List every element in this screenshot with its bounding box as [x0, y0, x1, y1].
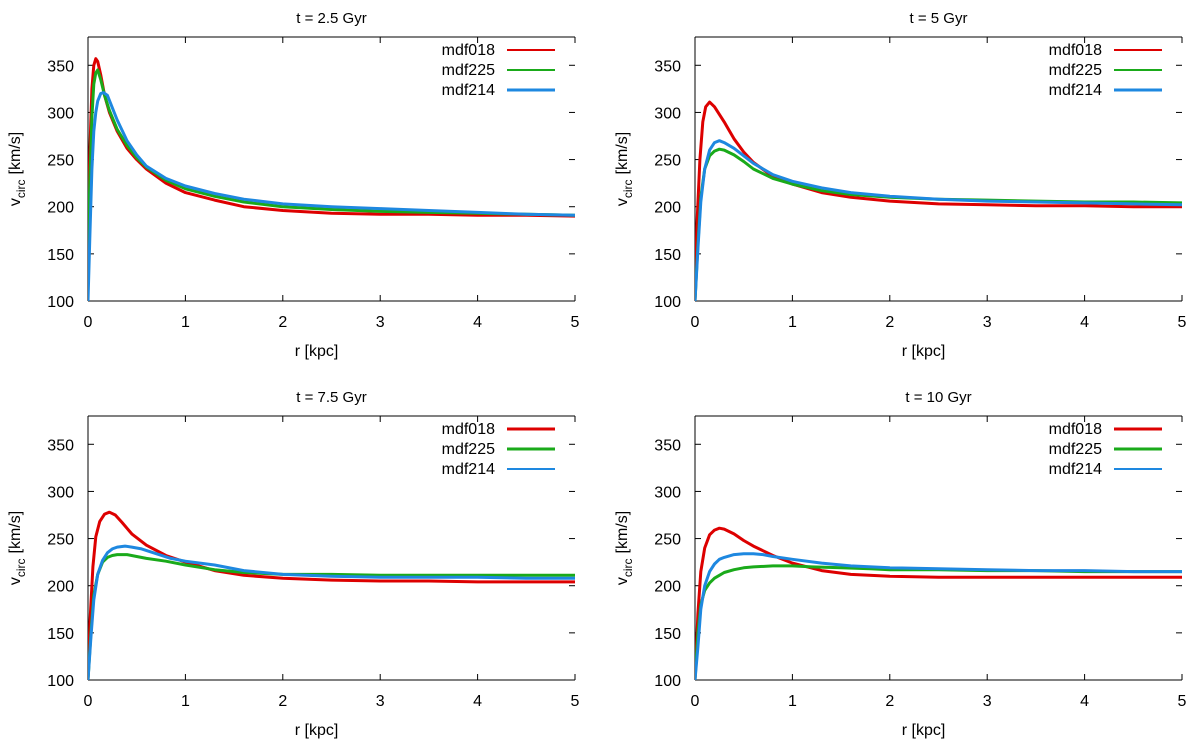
y-tick-label: 200 [654, 579, 681, 596]
y-axis-label-unit: [km/s] [7, 511, 24, 554]
legend-label-mdf018: mdf018 [442, 421, 495, 438]
x-tick-label: 5 [1178, 314, 1187, 331]
legend-label-mdf018: mdf018 [1049, 421, 1102, 438]
legend-label-mdf225: mdf225 [1049, 441, 1102, 458]
x-tick-label: 2 [885, 693, 894, 710]
y-axis-label-main: v [614, 198, 631, 206]
x-tick-label: 1 [788, 314, 797, 331]
x-tick-label: 5 [571, 314, 580, 331]
y-tick-label: 150 [47, 626, 74, 643]
y-tick-label: 100 [47, 294, 74, 311]
series-line-mdf018 [88, 57, 575, 231]
x-tick-label: 4 [473, 314, 482, 331]
legend-label-mdf018: mdf018 [1049, 42, 1102, 59]
legend-label-mdf225: mdf225 [442, 441, 495, 458]
y-tick-label: 200 [47, 579, 74, 596]
y-tick-label: 250 [654, 532, 681, 549]
y-axis-label: vcirc [km/s] [614, 132, 635, 206]
y-axis-label-main: v [7, 577, 24, 585]
series-line-mdf225 [88, 68, 575, 254]
chart-title: t = 2.5 Gyr [296, 10, 366, 27]
legend-label-mdf214: mdf214 [442, 82, 495, 99]
x-tick-label: 3 [376, 314, 385, 331]
y-axis-label-sub: circ [621, 180, 635, 199]
x-tick-label: 3 [983, 314, 992, 331]
x-tick-label: 3 [376, 693, 385, 710]
legend-label-mdf214: mdf214 [442, 461, 495, 478]
x-tick-label: 0 [691, 314, 700, 331]
y-axis-label-sub: circ [14, 559, 28, 578]
chart-panel-1: t = 2.5 Gyr 100 150 200 250 300 350 0 1 2 3 4 5 r [kp… [7, 10, 580, 360]
y-tick-label: 100 [47, 673, 74, 690]
y-tick-label: 300 [654, 484, 681, 501]
y-tick-label: 300 [654, 105, 681, 122]
chart-title: t = 10 Gyr [905, 389, 971, 406]
chart-panel-3: t = 7.5 Gyr 100 150 200 250 300 350 0 1 2 3 4 5 r [kp… [7, 389, 580, 739]
y-tick-label: 300 [47, 105, 74, 122]
series-line-mdf018 [695, 526, 1182, 680]
y-axis-label-sub: circ [14, 180, 28, 199]
legend-label-mdf225: mdf225 [1049, 62, 1102, 79]
x-tick-label: 0 [84, 314, 93, 331]
x-tick-label: 1 [788, 693, 797, 710]
y-axis-label-unit: [km/s] [614, 132, 631, 175]
y-axis-label: vcirc [km/s] [7, 132, 28, 206]
y-tick-label: 350 [47, 58, 74, 75]
chart-title: t = 7.5 Gyr [296, 389, 366, 406]
x-tick-label: 5 [571, 693, 580, 710]
y-tick-label: 350 [654, 437, 681, 454]
series-line-mdf225 [695, 564, 1182, 680]
y-tick-label: 100 [654, 673, 681, 690]
x-axis-label: r [kpc] [295, 722, 339, 739]
series-line-mdf214 [695, 139, 1182, 301]
series-line-mdf225 [88, 553, 575, 680]
series-line-mdf018 [88, 510, 575, 680]
chart-panel-4: t = 10 Gyr 100 150 200 250 300 350 0 1 2 3 4 5 r [kpc… [614, 389, 1187, 739]
series-line-mdf214 [88, 544, 575, 680]
y-axis-label: vcirc [km/s] [7, 511, 28, 585]
y-tick-label: 250 [47, 153, 74, 170]
y-tick-label: 250 [654, 153, 681, 170]
y-axis-label: vcirc [km/s] [614, 511, 635, 585]
y-axis-label-sub: circ [621, 559, 635, 578]
x-tick-label: 5 [1178, 693, 1187, 710]
y-axis-label-unit: [km/s] [7, 132, 24, 175]
series-line-mdf214 [695, 552, 1182, 680]
y-tick-label: 100 [654, 294, 681, 311]
x-axis-label: r [kpc] [902, 343, 946, 360]
x-tick-label: 2 [278, 693, 287, 710]
legend-label-mdf214: mdf214 [1049, 461, 1102, 478]
legend-label-mdf225: mdf225 [442, 62, 495, 79]
x-axis-label: r [kpc] [295, 343, 339, 360]
y-axis-label-main: v [614, 577, 631, 585]
legend-label-mdf018: mdf018 [442, 42, 495, 59]
series-line-mdf214 [88, 91, 575, 301]
x-axis-label: r [kpc] [902, 722, 946, 739]
x-tick-label: 4 [1080, 693, 1089, 710]
x-tick-label: 4 [473, 693, 482, 710]
x-tick-label: 1 [181, 314, 190, 331]
x-tick-label: 2 [885, 314, 894, 331]
y-tick-label: 300 [47, 484, 74, 501]
chart-panel-2: t = 5 Gyr 100 150 200 250 300 350 0 1 2 3 4 5 r [kpc]… [614, 10, 1187, 360]
y-tick-label: 150 [654, 247, 681, 264]
x-tick-label: 3 [983, 693, 992, 710]
y-axis-label-main: v [7, 198, 24, 206]
x-tick-label: 4 [1080, 314, 1089, 331]
x-tick-label: 2 [278, 314, 287, 331]
y-axis-label-unit: [km/s] [614, 511, 631, 554]
y-tick-label: 150 [47, 247, 74, 264]
chart-title: t = 5 Gyr [910, 10, 968, 27]
y-tick-label: 200 [654, 200, 681, 217]
y-tick-label: 150 [654, 626, 681, 643]
y-tick-label: 350 [47, 437, 74, 454]
y-tick-label: 250 [47, 532, 74, 549]
y-tick-label: 200 [47, 200, 74, 217]
y-tick-label: 350 [654, 58, 681, 75]
x-tick-label: 1 [181, 693, 190, 710]
x-tick-label: 0 [84, 693, 93, 710]
x-tick-label: 0 [691, 693, 700, 710]
legend-label-mdf214: mdf214 [1049, 82, 1102, 99]
